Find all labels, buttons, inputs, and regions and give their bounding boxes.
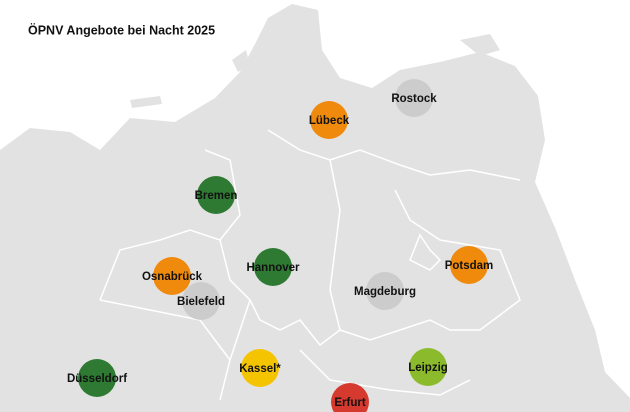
city-marker bbox=[450, 246, 488, 284]
city-marker bbox=[254, 248, 292, 286]
city-marker bbox=[153, 257, 191, 295]
city-label: Erfurt bbox=[334, 397, 365, 409]
city-marker bbox=[366, 272, 404, 310]
city-label: Potsdam bbox=[445, 260, 494, 272]
land bbox=[0, 4, 630, 412]
city-label: Osnabrück bbox=[142, 271, 203, 283]
city-marker bbox=[310, 101, 348, 139]
city-marker bbox=[409, 348, 447, 386]
city-marker bbox=[331, 383, 369, 412]
cities: Lübeck Rostock Bremen Osnabrück Bielefeld Han… bbox=[67, 79, 493, 412]
city-label: Leipzig bbox=[408, 362, 448, 374]
city-marker bbox=[182, 282, 220, 320]
city-marker bbox=[197, 176, 235, 214]
city-label: Magdeburg bbox=[354, 286, 416, 298]
title: ÖPNV Angebote bei Nacht 2025 bbox=[28, 22, 215, 37]
city-marker bbox=[78, 359, 116, 397]
city-label: Kassel* bbox=[239, 363, 281, 375]
city-label: Bremen bbox=[195, 190, 238, 202]
city-label: Rostock bbox=[391, 93, 437, 105]
city-label: Düsseldorf bbox=[67, 373, 127, 385]
city-label: Lübeck bbox=[309, 115, 350, 127]
city-label: Hannover bbox=[246, 262, 300, 274]
city-label: Bielefeld bbox=[177, 296, 225, 308]
city-marker bbox=[395, 79, 433, 117]
city-marker bbox=[241, 349, 279, 387]
